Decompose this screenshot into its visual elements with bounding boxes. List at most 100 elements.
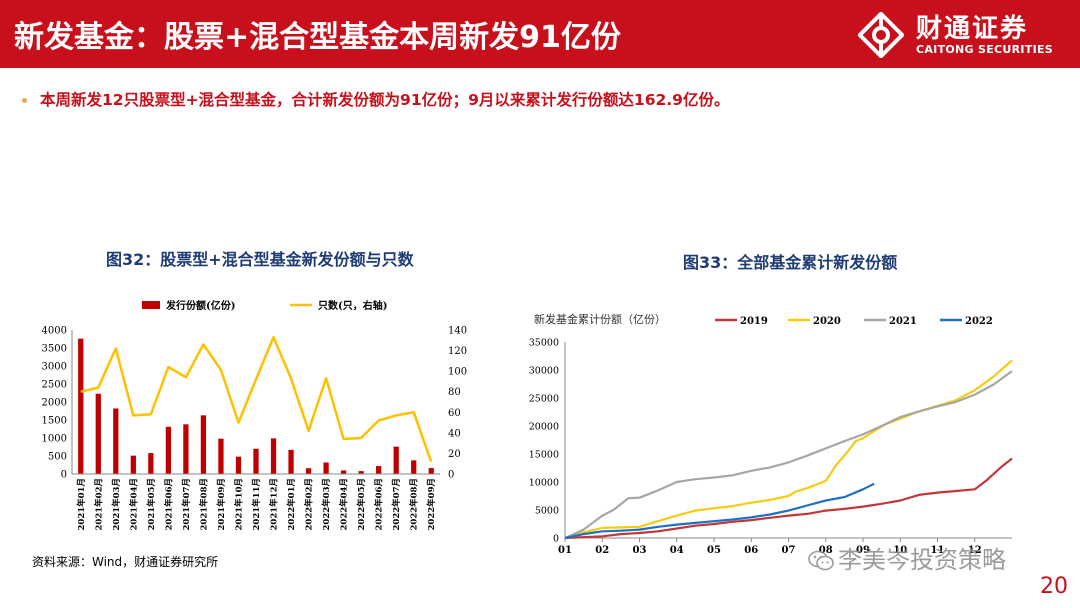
issue-amount-bar — [393, 446, 399, 474]
x-axis-month-label: 04 — [670, 545, 684, 555]
legend-label-2020: 2020 — [813, 316, 841, 327]
x-axis-month-label: 12 — [968, 545, 982, 555]
legend-label-2021: 2021 — [889, 316, 917, 327]
y-axis-tick-label: 5000 — [535, 506, 559, 517]
y-axis-tick-label: 15000 — [529, 450, 559, 461]
left-axis-tick-label: 0 — [61, 470, 67, 481]
x-axis-month-label: 2021年01月 — [76, 478, 87, 531]
right-axis-tick-label: 20 — [448, 449, 461, 460]
x-axis-month-label: 2021年05月 — [146, 478, 157, 531]
summary-bullet: 本周新发12只股票型+混合型基金，合计新发份额为91亿份；9月以来累计发行份额达… — [40, 91, 730, 109]
issue-amount-bar — [235, 456, 242, 474]
x-axis-month-label: 2022年09月 — [426, 478, 437, 531]
y-axis-tick-label: 30000 — [529, 366, 559, 377]
series-line-2019 — [564, 457, 1013, 540]
issue-amount-bar — [78, 338, 84, 474]
x-axis-month-label: 2021年10月 — [233, 478, 244, 531]
issue-amount-bar — [411, 460, 417, 474]
issue-amount-bar — [200, 415, 207, 474]
legend-label-2022: 2022 — [965, 316, 993, 327]
y-axis-title: 新发基金累计份额（亿份） — [534, 312, 666, 326]
left-axis-tick-label: 4000 — [42, 326, 67, 337]
left-axis-tick-label: 3500 — [42, 344, 67, 355]
issue-amount-bar — [323, 462, 329, 474]
right-axis-tick-label: 100 — [448, 367, 467, 378]
legend-label-2019: 2019 — [740, 316, 768, 327]
data-source-note: 资料来源：Wind，财通证券研究所 — [32, 555, 219, 569]
issue-amount-bar — [148, 453, 154, 474]
x-axis-month-label: 07 — [782, 545, 796, 555]
series-line-2022 — [564, 482, 875, 540]
issue-amount-bar — [305, 468, 312, 474]
issue-amount-bar — [428, 468, 434, 474]
x-axis-month-label: 2021年09月 — [216, 478, 227, 531]
x-axis-month-label: 2022年03月 — [321, 478, 332, 531]
x-axis-month-label: 2021年02月 — [93, 478, 104, 531]
legend-bar-label: 发行份额(亿份) — [165, 299, 235, 312]
issue-amount-bar — [165, 426, 172, 474]
logo-name-en: CAITONG SECURITIES — [916, 43, 1054, 56]
issue-amount-bar — [130, 455, 136, 474]
series-line-2021 — [564, 370, 1013, 540]
x-axis-month-label: 09 — [856, 545, 870, 555]
x-axis-month-label: 2021年03月 — [111, 478, 122, 531]
left-axis-tick-label: 1000 — [42, 434, 67, 445]
x-axis-month-label: 2022年02月 — [304, 478, 315, 531]
x-axis-month-label: 11 — [931, 545, 945, 555]
x-axis-month-label: 2021年08月 — [198, 478, 209, 531]
x-axis-month-label: 06 — [744, 545, 758, 555]
page-title: 新发基金：股票+混合型基金本周新发91亿份 — [14, 20, 621, 55]
left-axis-tick-label: 2500 — [42, 380, 67, 391]
issue-amount-bar — [113, 408, 119, 474]
logo-name-cn: 财通证券 — [916, 14, 1029, 44]
issue-amount-bar — [95, 393, 101, 474]
x-axis-month-label: 05 — [707, 545, 721, 555]
x-axis-month-label: 2021年07月 — [181, 478, 192, 531]
right-figure-title: 图33：全部基金累计新发份额 — [683, 253, 898, 272]
left-axis-tick-label: 3000 — [42, 362, 67, 373]
x-axis-month-label: 2021年11月 — [251, 478, 262, 531]
left-axis-tick-label: 500 — [48, 452, 67, 463]
x-axis-month-label: 03 — [633, 545, 647, 555]
issue-amount-bar — [253, 448, 259, 474]
right-axis-tick-label: 60 — [448, 408, 461, 419]
x-axis-month-label: 2022年07月 — [391, 478, 402, 531]
header-bar: 新发基金：股票+混合型基金本周新发91亿份 财通证券 CAITONG SECUR… — [0, 0, 1080, 68]
x-axis-month-label: 01 — [558, 545, 572, 555]
watermark-text: 李美岑投资策略 — [838, 546, 1006, 574]
x-axis-month-label: 2022年06月 — [374, 478, 385, 531]
issue-amount-bar — [270, 438, 277, 474]
legend-line-label: 只数(只，右轴) — [318, 299, 387, 312]
right-axis-tick-label: 120 — [448, 346, 467, 357]
x-axis-month-label: 2022年08月 — [409, 478, 420, 531]
cumulative-issue-line-chart: 新发基金累计份额（亿份） 2019 2020 2021 2022 35000 30000… — [529, 312, 1013, 555]
right-axis-tick-label: 140 — [448, 326, 467, 337]
issue-amount-bar — [376, 466, 382, 474]
y-axis-tick-label: 10000 — [529, 478, 559, 489]
left-axis-tick-label: 1500 — [42, 416, 67, 427]
x-axis-month-label: 2021年04月 — [128, 478, 139, 531]
x-axis-month-label: 2021年12月 — [269, 478, 280, 531]
y-axis-tick-label: 20000 — [529, 422, 559, 433]
page-number: 20 — [1040, 574, 1068, 599]
right-axis-tick-label: 80 — [448, 387, 461, 398]
x-axis-month-label: 2022年04月 — [339, 478, 350, 531]
y-axis-tick-label: 25000 — [529, 394, 559, 405]
issue-amount-bar — [288, 449, 294, 474]
x-axis-month-label: 08 — [819, 545, 833, 555]
y-axis-tick-label: 35000 — [529, 338, 559, 349]
x-axis-month-label: 2021年06月 — [163, 478, 174, 531]
issue-amount-bar — [358, 471, 364, 474]
new-issue-bar-line-chart: 发行份额(亿份) 只数(只，右轴) 4000 3500 3000 2500 2000 150… — [42, 299, 468, 531]
right-axis-tick-label: 40 — [448, 428, 461, 439]
caitong-logo-icon — [858, 12, 904, 58]
x-axis-month-label: 2022年01月 — [286, 478, 297, 531]
left-axis-tick-label: 2000 — [42, 398, 67, 409]
x-axis-month-label: 2022年05月 — [356, 478, 367, 531]
legend-bar-swatch — [142, 301, 160, 309]
issue-amount-bar — [183, 424, 189, 474]
wechat-watermark: 李美岑投资策略 — [808, 540, 1006, 575]
issue-amount-bar — [340, 470, 347, 474]
y-axis-tick-label: 0 — [553, 534, 559, 545]
bullet-icon — [22, 98, 27, 103]
